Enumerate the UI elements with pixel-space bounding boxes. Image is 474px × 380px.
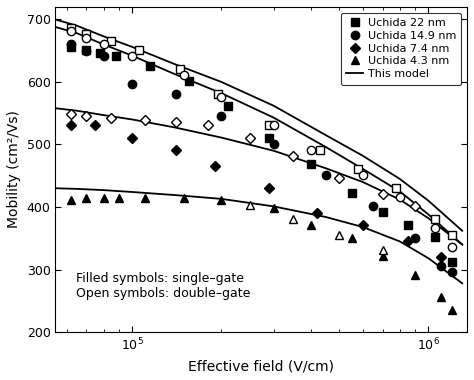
Uchida 7.4 nm — [405, 239, 410, 243]
Uchida 14.9 nm — [412, 235, 418, 240]
Uchida 14.9 nm — [83, 48, 89, 53]
Uchida 22 nm — [186, 79, 191, 84]
Uchida 22 nm — [308, 162, 313, 167]
Uchida 22 nm — [225, 104, 230, 109]
Line: Uchida 22 nm: Uchida 22 nm — [67, 43, 456, 266]
Uchida 4.3 nm — [349, 235, 355, 240]
Uchida 4.3 nm — [83, 195, 89, 200]
Uchida 7.4 nm — [173, 148, 178, 152]
Uchida 14.9 nm — [438, 263, 444, 268]
Uchida 7.4 nm — [129, 135, 135, 140]
Uchida 22 nm — [68, 45, 73, 49]
Uchida 22 nm — [113, 54, 118, 59]
X-axis label: Effective field (V/cm): Effective field (V/cm) — [188, 359, 334, 373]
Uchida 14.9 nm — [449, 270, 455, 274]
Uchida 4.3 nm — [380, 254, 385, 259]
Uchida 7.4 nm — [266, 185, 272, 190]
Uchida 22 nm — [380, 210, 385, 214]
Y-axis label: Mobility (cm²/Vs): Mobility (cm²/Vs) — [7, 111, 21, 228]
Uchida 4.3 nm — [100, 196, 106, 201]
Uchida 7.4 nm — [92, 123, 98, 127]
Uchida 22 nm — [405, 223, 410, 227]
Uchida 7.4 nm — [438, 255, 444, 259]
Uchida 22 nm — [98, 51, 103, 55]
Text: Filled symbols: single–gate
Open symbols: double–gate: Filled symbols: single–gate Open symbols… — [76, 272, 250, 299]
Uchida 14.9 nm — [100, 54, 106, 59]
Uchida 14.9 nm — [323, 173, 328, 177]
Uchida 7.4 nm — [212, 163, 218, 168]
Uchida 14.9 nm — [129, 82, 135, 87]
Uchida 14.9 nm — [68, 41, 73, 46]
Uchida 4.3 nm — [68, 198, 73, 203]
Uchida 7.4 nm — [68, 123, 73, 127]
Uchida 4.3 nm — [412, 273, 418, 277]
Uchida 4.3 nm — [271, 205, 276, 210]
Uchida 22 nm — [449, 260, 455, 264]
Uchida 22 nm — [83, 48, 89, 52]
Uchida 7.4 nm — [360, 223, 365, 227]
Uchida 14.9 nm — [370, 204, 376, 209]
Uchida 4.3 nm — [182, 196, 187, 201]
Line: Uchida 4.3 nm: Uchida 4.3 nm — [67, 193, 456, 314]
Legend: Uchida 22 nm, Uchida 14.9 nm, Uchida 7.4 nm, Uchida 4.3 nm, This model: Uchida 22 nm, Uchida 14.9 nm, Uchida 7.4… — [341, 13, 462, 85]
Uchida 14.9 nm — [271, 142, 276, 146]
Uchida 4.3 nm — [116, 196, 121, 201]
Uchida 22 nm — [349, 191, 355, 196]
Line: Uchida 7.4 nm: Uchida 7.4 nm — [67, 122, 444, 260]
Uchida 14.9 nm — [219, 114, 224, 118]
Uchida 22 nm — [266, 135, 272, 140]
Uchida 22 nm — [432, 235, 438, 239]
Uchida 4.3 nm — [308, 223, 313, 227]
Line: Uchida 14.9 nm: Uchida 14.9 nm — [67, 40, 456, 276]
Uchida 4.3 nm — [449, 307, 455, 312]
Uchida 22 nm — [147, 63, 153, 68]
Uchida 4.3 nm — [142, 196, 147, 201]
Uchida 14.9 nm — [173, 92, 178, 96]
Uchida 4.3 nm — [438, 295, 444, 299]
Uchida 7.4 nm — [314, 211, 319, 215]
Uchida 4.3 nm — [219, 198, 224, 203]
